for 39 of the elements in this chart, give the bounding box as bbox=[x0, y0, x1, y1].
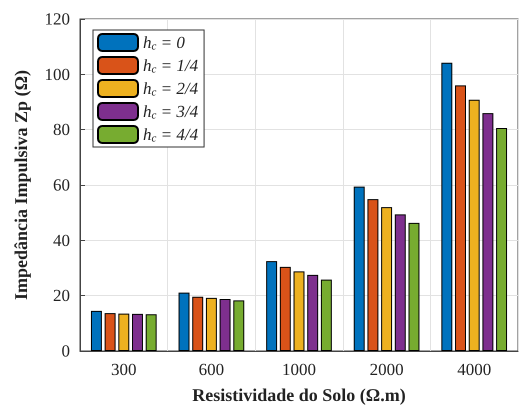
x-tick-label: 2000 bbox=[370, 360, 404, 379]
bar bbox=[455, 85, 466, 351]
bar bbox=[408, 222, 420, 351]
bar bbox=[381, 207, 392, 351]
y-tick-label: 20 bbox=[53, 286, 70, 306]
y-tick-label: 40 bbox=[53, 230, 70, 250]
bar bbox=[132, 314, 143, 351]
bar bbox=[118, 314, 130, 351]
bar bbox=[206, 298, 217, 351]
y-tick-label: 0 bbox=[62, 342, 70, 360]
bar bbox=[178, 292, 190, 351]
bar bbox=[90, 310, 102, 351]
y-axis-title: Impedância Impulsiva Zp (Ω) bbox=[11, 70, 31, 300]
bar bbox=[266, 261, 278, 351]
bar bbox=[468, 100, 480, 351]
bar bbox=[280, 266, 291, 351]
bar bbox=[441, 62, 452, 351]
bar bbox=[496, 128, 508, 351]
y-tick-label: 100 bbox=[44, 64, 70, 84]
bar bbox=[220, 298, 231, 351]
x-tick-label: 4000 bbox=[457, 360, 492, 379]
bar bbox=[367, 199, 378, 351]
x-tick-label: 300 bbox=[111, 360, 137, 379]
bar bbox=[320, 280, 332, 351]
bar bbox=[307, 274, 318, 351]
y-tick-label: 120 bbox=[44, 10, 70, 28]
bar bbox=[233, 300, 244, 351]
bar bbox=[146, 314, 157, 351]
bar bbox=[294, 271, 304, 351]
bar bbox=[104, 313, 116, 351]
y-tick-label: 80 bbox=[53, 120, 70, 140]
x-tick-label: 600 bbox=[198, 360, 224, 379]
x-axis-title: Resistividade do Solo (Ω.m) bbox=[192, 385, 406, 405]
bar bbox=[192, 296, 204, 351]
bar bbox=[354, 186, 365, 351]
bar bbox=[394, 214, 406, 351]
bar bbox=[482, 113, 494, 351]
x-tick-label: 1000 bbox=[282, 360, 316, 379]
y-tick-label: 60 bbox=[53, 176, 70, 194]
